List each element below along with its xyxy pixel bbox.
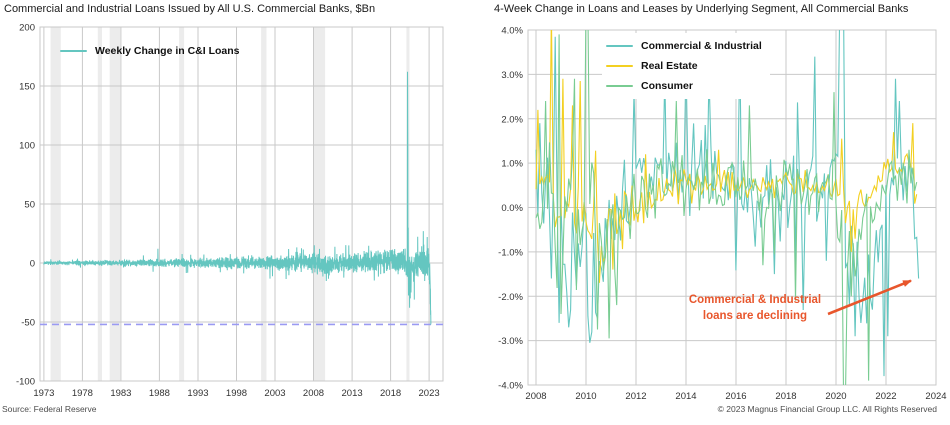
legend-label: Weekly Change in C&I Loans bbox=[95, 45, 240, 57]
x-tick-label: 1973 bbox=[33, 388, 54, 399]
x-tick-label: 2008 bbox=[303, 388, 324, 399]
segment-change-chart: 4.0% 3.0% 2.0% 1.0% 0.0% -1.0% -2.0% -3.0% -4.0%… bbox=[498, 26, 946, 403]
right-chart-title: 4-Week Change in Loans and Leases by Und… bbox=[494, 3, 909, 15]
x-tick-label: 2012 bbox=[625, 391, 646, 402]
x-tick-label: 2018 bbox=[380, 388, 401, 399]
plot-border bbox=[39, 26, 444, 382]
x-tick-label: 2022 bbox=[875, 391, 896, 402]
left-chart-title: Commercial and Industrial Loans Issued b… bbox=[4, 3, 376, 15]
y-tick-label: 2.0% bbox=[501, 114, 523, 125]
x-tick-label: 1978 bbox=[72, 388, 93, 399]
y-tick-label: -3.0% bbox=[498, 336, 523, 347]
copyright-note: © 2023 Magnus Financial Group LLC. All R… bbox=[717, 404, 937, 414]
series-line-commercial-industrial bbox=[535, 30, 920, 377]
x-tick-label: 2003 bbox=[264, 388, 285, 399]
left-chart-legend: Weekly Change in C&I Loans bbox=[60, 41, 240, 61]
series-line-consumer bbox=[535, 30, 918, 385]
legend-label: Real Estate bbox=[641, 60, 698, 72]
y-tick-label: -1.0% bbox=[498, 247, 523, 258]
x-tick-label: 2024 bbox=[925, 391, 946, 402]
x-tick-label: 2020 bbox=[825, 391, 846, 402]
plot-border bbox=[527, 29, 937, 386]
x-tick-label: 1993 bbox=[187, 388, 208, 399]
series-line-weekly-change-in-c-i-loans bbox=[43, 71, 432, 325]
y-tick-label: 4.0% bbox=[501, 26, 523, 37]
x-tick-label: 2016 bbox=[725, 391, 746, 402]
legend-swatch-icon bbox=[606, 64, 633, 68]
y-tick-label: 200 bbox=[19, 23, 35, 34]
y-tick-label: 150 bbox=[19, 82, 35, 93]
legend-label: Consumer bbox=[641, 80, 693, 92]
y-tick-label: 0.0% bbox=[501, 203, 523, 214]
x-tick-label: 2010 bbox=[575, 391, 596, 402]
x-tick-label: 1998 bbox=[226, 388, 247, 399]
y-tick-label: -4.0% bbox=[498, 381, 523, 392]
annotation-line-1: Commercial & Industrial bbox=[688, 294, 822, 306]
annotation-line-2: loans are declining bbox=[702, 309, 808, 322]
legend-item: Commercial & Industrial bbox=[606, 36, 762, 56]
x-tick-label: 2018 bbox=[775, 391, 796, 402]
legend-swatch-icon bbox=[606, 44, 633, 48]
legend-item: Consumer bbox=[606, 76, 762, 96]
y-tick-label: 1.0% bbox=[501, 159, 523, 170]
legend-swatch-icon bbox=[606, 84, 633, 88]
y-tick-label: 3.0% bbox=[501, 70, 523, 81]
legend-swatch-icon bbox=[60, 49, 87, 53]
x-tick-label: 2023 bbox=[419, 388, 440, 399]
right-chart-legend: Commercial & Industrial Real Estate Consum… bbox=[602, 33, 770, 99]
source-note: Source: Federal Reserve bbox=[2, 404, 97, 414]
y-tick-label: 100 bbox=[19, 141, 35, 152]
declining-annotation: Commercial & Industrial loans are declin… bbox=[645, 293, 865, 324]
y-tick-label: 0 bbox=[30, 259, 35, 270]
x-tick-label: 2014 bbox=[675, 391, 696, 402]
x-tick-label: 1988 bbox=[149, 388, 170, 399]
legend-item: Real Estate bbox=[606, 56, 762, 76]
legend-item: Weekly Change in C&I Loans bbox=[60, 41, 240, 61]
y-tick-label: -50 bbox=[21, 318, 35, 329]
x-tick-label: 2013 bbox=[342, 388, 363, 399]
x-tick-label: 1983 bbox=[110, 388, 131, 399]
legend-label: Commercial & Industrial bbox=[641, 40, 762, 52]
annotation-arrow bbox=[827, 279, 912, 316]
y-tick-label: -100 bbox=[16, 377, 35, 388]
y-tick-label: 50 bbox=[24, 200, 35, 211]
y-tick-label: -2.0% bbox=[498, 292, 523, 303]
x-tick-label: 2008 bbox=[525, 391, 546, 402]
